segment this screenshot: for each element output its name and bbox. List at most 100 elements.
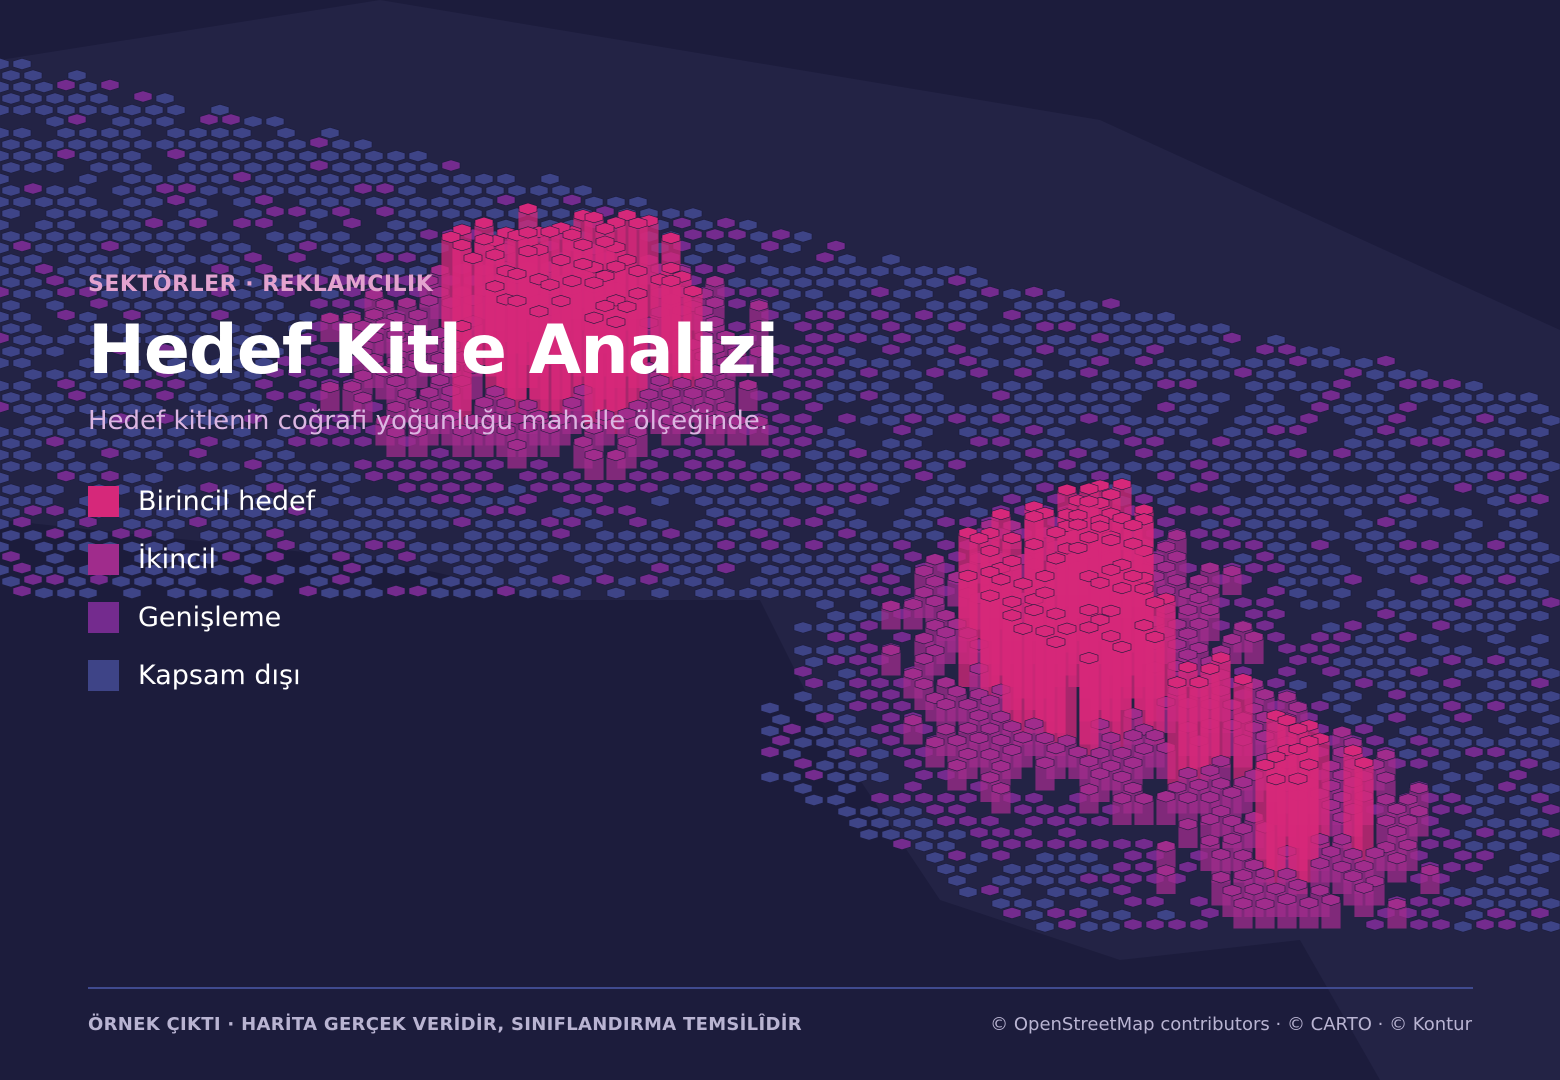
hex-column-top: [936, 310, 956, 324]
hex-cell: [826, 331, 846, 345]
hex-column-top: [1079, 621, 1099, 634]
hex-cell: [1420, 586, 1440, 600]
hex-column-top: [1453, 552, 1473, 565]
hex-cell: [760, 285, 780, 299]
hex-column-top: [353, 138, 373, 151]
hex-cell: [1398, 655, 1418, 669]
hex-column-top: [1035, 391, 1055, 404]
hex-cell: [199, 161, 219, 174]
hex-cell: [1046, 310, 1066, 324]
hex-cell: [1497, 460, 1517, 473]
hex-column-top: [1321, 345, 1341, 358]
hex-cell: [1453, 621, 1473, 634]
hex-cell: [716, 241, 736, 255]
hex-column-top: [298, 331, 318, 345]
hex-cell: [287, 138, 307, 151]
hex-column-top: [1167, 574, 1187, 587]
hex-cell: [1310, 563, 1330, 577]
hex-cell: [0, 126, 10, 140]
hex-column-top: [12, 584, 32, 598]
hex-column-top: [1475, 598, 1495, 611]
hex-cell: [386, 149, 406, 163]
hex-column-top: [1475, 391, 1495, 404]
hex-cell: [56, 126, 76, 140]
hex-column-top: [1222, 564, 1242, 578]
hex-column-top: [78, 264, 98, 278]
hex-column-top: [1409, 368, 1429, 381]
hex-column-top: [188, 216, 208, 230]
hex-column-top: [452, 195, 472, 209]
hex-column-top: [1046, 287, 1066, 301]
hex-cell: [1189, 504, 1209, 517]
hex-column-top: [1233, 506, 1253, 519]
hex-cell: [1156, 333, 1176, 347]
hex-column-top: [34, 586, 54, 600]
hex-column-top: [1101, 368, 1121, 381]
hex-cell: [1321, 642, 1341, 655]
hex-column-top: [1156, 425, 1176, 439]
hex-column-top: [463, 184, 483, 197]
hex-cell: [1475, 483, 1495, 496]
hex-cell: [1376, 655, 1396, 669]
hex-column-top: [166, 193, 186, 207]
hex-column-top: [1431, 460, 1451, 473]
hex-column-top: [199, 299, 219, 312]
hex-column-top: [331, 230, 351, 243]
hex-column-top: [1332, 655, 1352, 669]
hex-cell: [0, 195, 10, 209]
hex-cell: [23, 276, 43, 289]
hex-cell: [1497, 713, 1517, 726]
hex-cell: [1310, 471, 1330, 485]
hex-column-top: [1090, 520, 1110, 533]
hex-column-top: [1266, 561, 1286, 575]
hex-cell: [1266, 540, 1286, 554]
hex-column-top: [925, 322, 945, 335]
hex-cell: [1332, 701, 1352, 715]
hex-column-top: [265, 230, 285, 243]
hex-column-top: [1497, 414, 1517, 427]
hex-cell: [1398, 377, 1418, 391]
hex-cell: [804, 264, 824, 278]
hex-cell: [122, 287, 142, 301]
hex-cell: [793, 230, 813, 243]
hex-cell: [980, 333, 1000, 347]
hex-column-top: [1508, 701, 1528, 715]
hex-column-top: [1156, 400, 1176, 414]
hex-cell: [925, 276, 945, 289]
hex-cell: [1365, 414, 1385, 427]
hex-column-top: [1453, 596, 1473, 609]
hex-cell: [1431, 391, 1451, 404]
hex-column-top: [1475, 667, 1495, 680]
hex-column-top: [870, 308, 890, 322]
hex-column-top: [1530, 471, 1550, 485]
hex-column-top: [1057, 299, 1077, 312]
hex-column-top: [1530, 632, 1550, 646]
hex-cell: [232, 264, 252, 278]
hex-column-top: [1266, 448, 1286, 462]
hex-column-top: [1310, 448, 1330, 462]
hex-column-top: [1376, 423, 1396, 437]
hex-column-top: [23, 529, 43, 542]
hex-column-top: [386, 241, 406, 255]
hex-column-top: [386, 218, 406, 232]
hex-column-top: [1178, 471, 1198, 485]
hex-cell: [1376, 494, 1396, 508]
hex-column-top: [100, 103, 120, 117]
hex-column-top: [1090, 310, 1110, 324]
hex-column-top: [1255, 483, 1275, 496]
hex-column-top: [1387, 644, 1407, 657]
hex-column-top: [1255, 619, 1275, 632]
hex-column-top: [133, 184, 153, 197]
hex-column-top: [397, 274, 417, 287]
hex-cell: [111, 299, 131, 312]
hex-column-top: [111, 184, 131, 197]
hex-cell: [1233, 460, 1253, 473]
hex-column-top: [1189, 481, 1209, 494]
hex-cell: [232, 149, 252, 163]
hex-cell: [111, 322, 131, 335]
hex-column-top: [705, 275, 725, 288]
hex-cell: [0, 80, 10, 94]
hex-cell: [1310, 400, 1330, 414]
hex-column-top: [122, 264, 142, 278]
